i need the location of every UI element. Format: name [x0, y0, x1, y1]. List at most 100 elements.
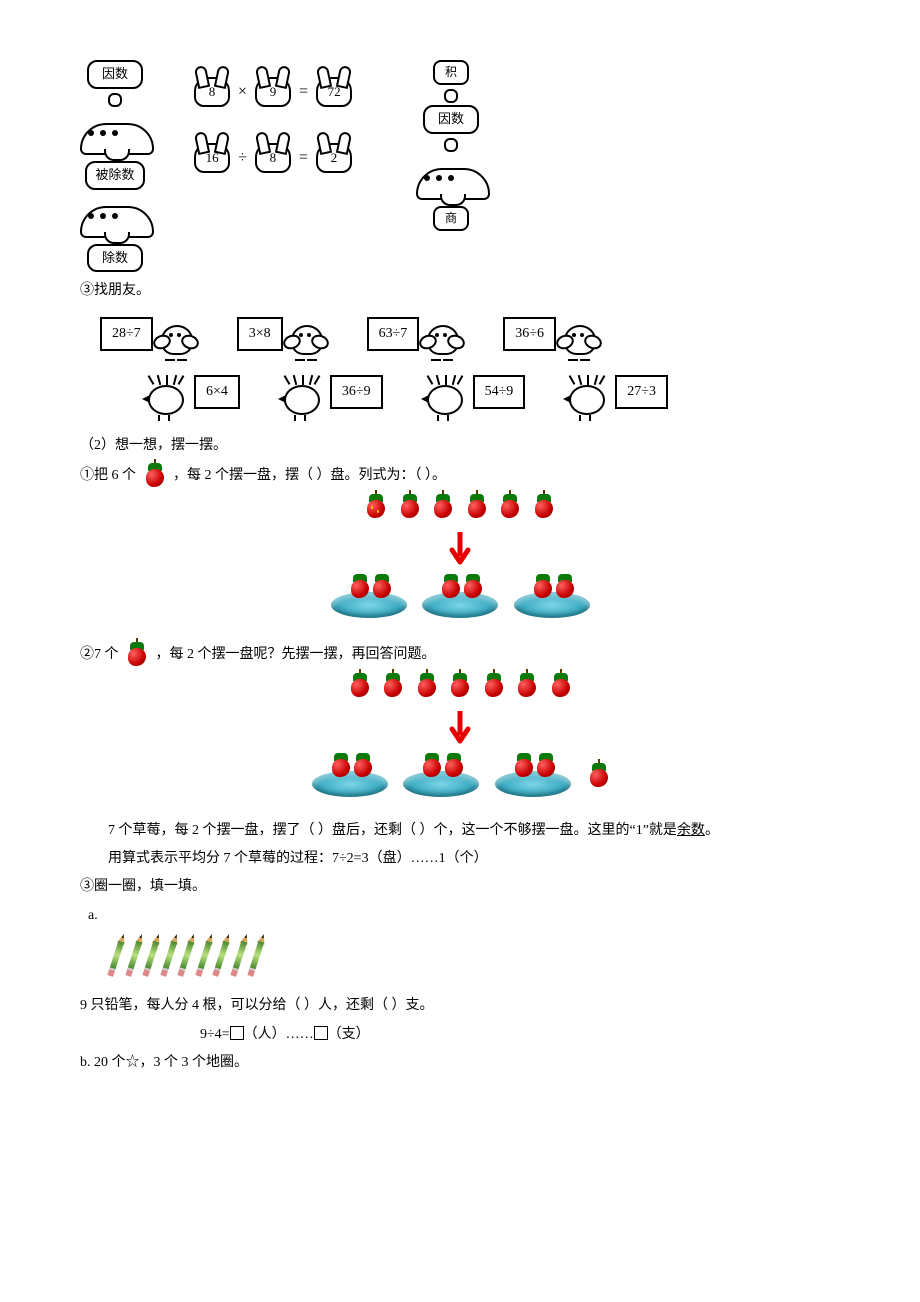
math-card: 27÷3: [615, 375, 668, 409]
mushroom-icon: [80, 192, 150, 242]
op-divide: ÷: [238, 145, 247, 171]
q3a-expr-mid: （人）……: [244, 1027, 314, 1042]
blank-box-icon: [230, 1026, 244, 1040]
op-equals: =: [299, 79, 308, 105]
plate-icon: [514, 572, 590, 618]
chick-icon: [140, 375, 192, 421]
q1-prefix: ①把 6 个: [80, 468, 136, 483]
strawberry-icon: [533, 494, 555, 518]
bunny-icon: 2: [314, 142, 354, 174]
bunny-icon: 8: [253, 142, 293, 174]
strawberry-icon: [144, 463, 166, 487]
q3-heading: ③圈一圈，填一填。: [80, 876, 840, 898]
label-chushu: 除数: [87, 244, 143, 273]
chick-icon: [419, 375, 471, 421]
right-label-stack: 积 因数 商: [416, 60, 486, 231]
label-beichushu: 被除数: [85, 161, 144, 190]
strawberry-icon: [516, 673, 538, 697]
friend-item: 63÷7: [367, 317, 468, 361]
math-card: 63÷7: [367, 317, 420, 351]
math-card: 3×8: [237, 317, 283, 351]
q2-suffix: ，每 2 个摆一盘呢？先摆一摆，再回答问题。: [156, 647, 436, 662]
strawberry-icon: [588, 763, 610, 787]
q2-text2: 。: [705, 823, 719, 838]
q1-text: ①把 6 个 ，每 2 个摆一盘，摆（ ）盘。列式为：（ ）。: [80, 463, 840, 487]
heading-find-friends: ③找朋友。: [80, 280, 840, 302]
plate-icon: [403, 751, 479, 797]
eq2: 16 ÷ 8 = 2: [190, 142, 356, 174]
strawberry-icon: [432, 494, 454, 518]
plate-icon: [312, 751, 388, 797]
q3a-label: a.: [88, 905, 840, 927]
friend-item: 36÷6: [503, 317, 604, 361]
friends-row-top: 28÷7 3×8 63÷7 36÷6: [100, 317, 840, 361]
strawberry-icon: [399, 494, 421, 518]
plate-icon: [495, 751, 571, 797]
math-card: 36÷6: [503, 317, 556, 351]
strawberry-icon: [483, 673, 505, 697]
strawberry-icon: [449, 673, 471, 697]
q1-suffix: ，每 2 个摆一盘，摆（ ）盘。列式为：（ ）。: [173, 468, 446, 483]
pencils-row: [110, 933, 840, 985]
label-yinshu: 因数: [423, 105, 479, 134]
q3a-expression: 9÷4=（人）……（支）: [200, 1024, 840, 1046]
friend-item: 6×4: [140, 375, 240, 421]
friend-item: 54÷9: [419, 375, 526, 421]
pencil-icon: [246, 933, 267, 977]
bunny-icon: 16: [192, 142, 232, 174]
op-equals: =: [299, 145, 308, 171]
heading-p2: （2）想一想，摆一摆。: [80, 435, 840, 457]
chick-icon: [276, 375, 328, 421]
mushroom-yinshu: 因数: [87, 60, 143, 107]
plates-row-3-plus-1: [80, 751, 840, 805]
friend-item: 36÷9: [276, 375, 383, 421]
label-yinshu: 因数: [87, 60, 143, 89]
bunny-equations: 8 × 9 = 72 16 ÷ 8 = 2: [190, 76, 356, 184]
math-card: 28÷7: [100, 317, 153, 351]
left-label-stack: 因数 被除数 除数: [80, 60, 150, 272]
critter-icon: [558, 317, 604, 361]
chick-icon: [561, 375, 613, 421]
mushroom-icon: [80, 109, 150, 159]
bunny-icon: 72: [314, 76, 354, 108]
arrow-down-icon: [448, 711, 472, 745]
mushroom-icon: [416, 154, 486, 204]
strawberry-icon: [550, 673, 572, 697]
q2-explain: 7 个草莓，每 2 个摆一盘，摆了（ ）盘后，还剩（ ）个，这一个不够摆一盘。这…: [80, 820, 840, 842]
neck-icon: [108, 93, 122, 107]
pencil-icon: [106, 933, 127, 977]
q2-text: ②7 个 ，每 2 个摆一盘呢？先摆一摆，再回答问题。: [80, 642, 840, 666]
q2-expression: 用算式表示平均分 7 个草莓的过程：7÷2=3（盘）……1（个）: [80, 848, 840, 870]
strawberry-icon: [382, 673, 404, 697]
neck-icon: [444, 138, 458, 152]
blank-box-icon: [314, 1026, 328, 1040]
pencil-icon: [176, 933, 197, 977]
strawberry-icon: [126, 642, 148, 666]
strawberry-icon: [349, 673, 371, 697]
friend-item: 27÷3: [561, 375, 668, 421]
bunny-icon: 8: [192, 76, 232, 108]
plates-row-3: [80, 572, 840, 626]
pencil-icon: [141, 933, 162, 977]
op-multiply: ×: [238, 79, 247, 105]
neck-icon: [444, 89, 458, 103]
strawberry-icon: [416, 673, 438, 697]
math-card: 54÷9: [473, 375, 526, 409]
strawberry-icon: [466, 494, 488, 518]
pencil-icon: [211, 933, 232, 977]
q1-figure: [80, 494, 840, 627]
top-diagram-row: 因数 被除数 除数 8 × 9 = 72 16 ÷ 8 = 2 积: [80, 60, 840, 272]
critter-icon: [421, 317, 467, 361]
q2-prefix: ②7 个: [80, 647, 119, 662]
arrow-down-icon: [448, 532, 472, 566]
q3b-text: b. 20 个☆，3 个 3 个地圈。: [80, 1052, 840, 1074]
mushroom-yinshu2: 因数: [423, 105, 479, 152]
q2-underlined: 余数: [677, 823, 705, 838]
q3a-text: 9 只铅笔，每人分 4 根，可以分给（ ）人，还剩（ ）支。: [80, 995, 840, 1017]
math-card: 6×4: [194, 375, 240, 409]
bunny-icon: 9: [253, 76, 293, 108]
label-ji: 积: [433, 60, 469, 85]
friend-item: 3×8: [237, 317, 331, 361]
plate-icon: [331, 572, 407, 618]
critter-icon: [285, 317, 331, 361]
